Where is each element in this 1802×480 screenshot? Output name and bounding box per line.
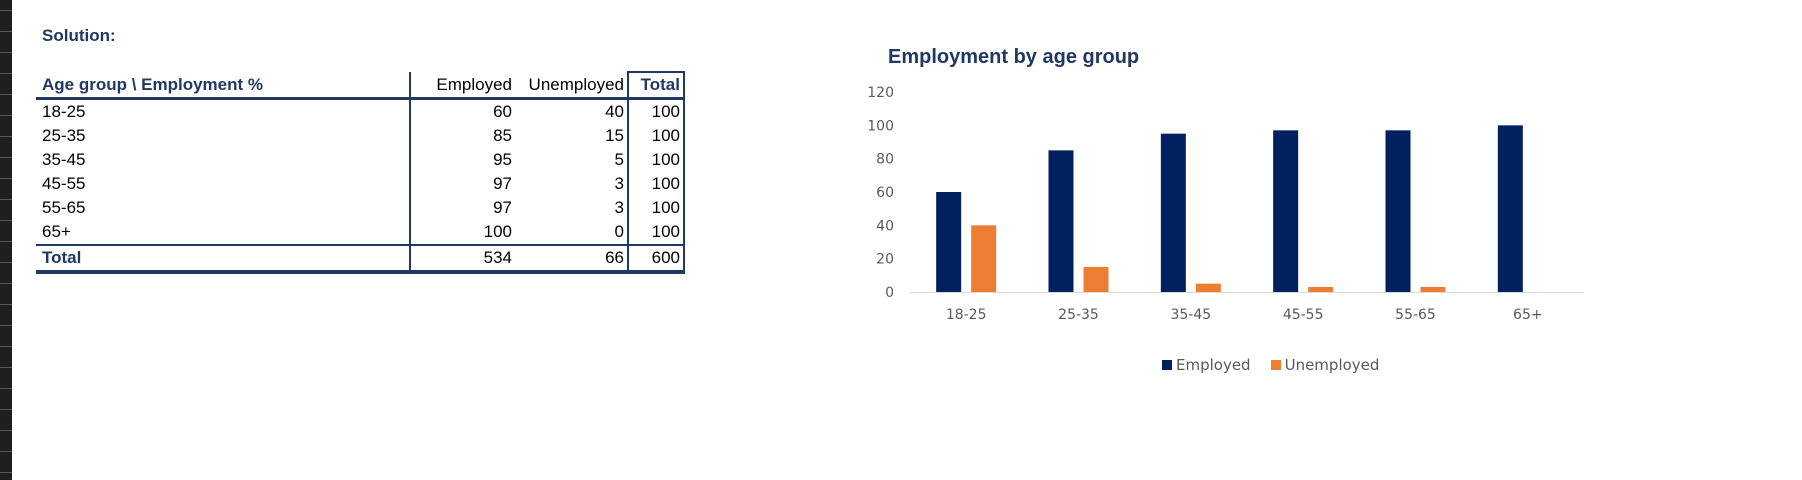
cell-total-employed[interactable]: 534 [410, 244, 515, 274]
strip-tick [0, 136, 12, 137]
strip-tick [0, 10, 12, 11]
cell-age-group[interactable]: 45-55 [36, 172, 411, 196]
solution-label: Solution: [42, 26, 116, 45]
strip-tick [0, 409, 12, 410]
cell-total-label[interactable]: Total [36, 244, 411, 274]
cell-employed[interactable]: 85 [493, 126, 512, 145]
strip-tick [0, 115, 12, 116]
cell-employed[interactable]: 100 [483, 222, 512, 241]
chart-legend: Employed Unemployed [1162, 356, 1399, 374]
bar-unemployed-45-55[interactable] [1308, 287, 1334, 292]
y-tick-label: 100 [867, 118, 894, 134]
table-row: 18-25 60 40 100 [36, 98, 685, 124]
cell-age-group[interactable]: 25-35 [36, 124, 411, 148]
cell-age-group[interactable]: 35-45 [36, 148, 411, 172]
cell-age-group[interactable]: 55-65 [36, 196, 411, 220]
cell-age-group[interactable]: 65+ [36, 220, 411, 245]
legend-swatch-employed [1162, 360, 1172, 370]
table-row: 25-35 85 15 100 [36, 124, 685, 148]
table-total-row: Total 534 66 600 [36, 244, 685, 274]
bar-employed-35-45[interactable] [1160, 133, 1186, 292]
x-tick-label: 25-35 [1058, 307, 1099, 323]
cell-total-unemployed[interactable]: 66 [515, 244, 629, 274]
cell-age-group[interactable]: 18-25 [36, 98, 411, 124]
legend-label-employed: Employed [1176, 356, 1251, 374]
bar-unemployed-55-65[interactable] [1420, 287, 1446, 292]
strip-tick [0, 283, 12, 284]
y-tick-label: 80 [876, 152, 894, 168]
y-tick-label: 20 [876, 252, 894, 268]
header-age-group: Age group \ Employment % [36, 72, 411, 100]
cell-total[interactable]: 100 [628, 172, 685, 196]
bar-unemployed-35-45[interactable] [1195, 283, 1221, 292]
strip-tick [0, 220, 12, 221]
strip-tick [0, 346, 12, 347]
strip-tick [0, 388, 12, 389]
strip-tick [0, 262, 12, 263]
strip-tick [0, 304, 12, 305]
bar-employed-55-65[interactable] [1385, 130, 1411, 292]
cell-total[interactable]: 100 [628, 148, 685, 172]
employment-bar-chart[interactable]: 0 20 40 60 80 100 120 18-25 25-35 35-45 45-55 55-65… [860, 80, 1660, 350]
cell-unemployed[interactable]: 0 [515, 220, 629, 245]
x-tick-label: 18-25 [946, 307, 987, 323]
strip-tick [0, 241, 12, 242]
table-header-row: Age group \ Employment % Employed Unempl… [36, 71, 685, 100]
y-tick-label: 40 [876, 218, 894, 234]
bar-employed-18-25[interactable] [936, 192, 962, 292]
bar-unemployed-18-25[interactable] [971, 225, 997, 292]
table-row: 55-65 97 3 100 [36, 196, 685, 220]
strip-tick [0, 178, 12, 179]
cell-employed[interactable]: 60 [493, 102, 512, 121]
chart-title: Employment by age group [888, 46, 1140, 68]
cell-unemployed[interactable]: 40 [515, 98, 629, 124]
y-tick-label: 60 [876, 185, 894, 201]
legend-item-unemployed: Unemployed [1270, 356, 1380, 374]
cell-total[interactable]: 100 [628, 196, 685, 220]
cell-employed[interactable]: 95 [493, 150, 512, 169]
strip-tick [0, 157, 12, 158]
cell-unemployed[interactable]: 3 [515, 196, 629, 220]
x-tick-label: 35-45 [1170, 307, 1211, 323]
table-row: 65+ 100 0 100 [36, 220, 685, 245]
y-tick-label: 0 [885, 285, 894, 301]
bar-employed-45-55[interactable] [1273, 130, 1299, 292]
cell-unemployed[interactable]: 5 [515, 148, 629, 172]
legend-item-employed: Employed [1162, 356, 1251, 374]
strip-tick [0, 325, 12, 326]
strip-tick [0, 199, 12, 200]
table-row: 45-55 97 3 100 [36, 172, 685, 196]
strip-tick [0, 94, 12, 95]
legend-swatch-unemployed [1270, 360, 1281, 370]
x-tick-label: 55-65 [1395, 307, 1436, 323]
strip-tick [0, 31, 12, 32]
left-edge-strip [0, 0, 12, 480]
cell-total[interactable]: 100 [628, 124, 685, 148]
cell-unemployed[interactable]: 15 [515, 124, 629, 148]
strip-tick [0, 430, 12, 431]
cell-employed[interactable]: 97 [493, 198, 512, 217]
cell-grand-total[interactable]: 600 [628, 244, 685, 274]
legend-label-unemployed: Unemployed [1284, 356, 1380, 374]
bar-employed-25-35[interactable] [1048, 150, 1074, 292]
bar-employed-65+[interactable] [1497, 125, 1523, 292]
cell-total[interactable]: 100 [628, 98, 685, 124]
bar-unemployed-25-35[interactable] [1083, 267, 1109, 292]
strip-tick [0, 52, 12, 53]
cell-unemployed[interactable]: 3 [515, 172, 629, 196]
strip-tick [0, 73, 12, 74]
y-tick-label: 120 [867, 85, 894, 101]
strip-tick [0, 451, 12, 452]
cell-total[interactable]: 100 [628, 220, 685, 245]
header-employed: Employed [410, 72, 515, 100]
strip-tick [0, 472, 12, 473]
x-tick-label: 45-55 [1283, 307, 1324, 323]
employment-table: Age group \ Employment % Employed Unempl… [36, 71, 685, 274]
header-total: Total [628, 71, 685, 100]
table-row: 35-45 95 5 100 [36, 148, 685, 172]
cell-employed[interactable]: 97 [493, 174, 512, 193]
strip-tick [0, 367, 12, 368]
x-tick-label: 65+ [1513, 307, 1543, 323]
header-unemployed: Unemployed [515, 72, 629, 100]
